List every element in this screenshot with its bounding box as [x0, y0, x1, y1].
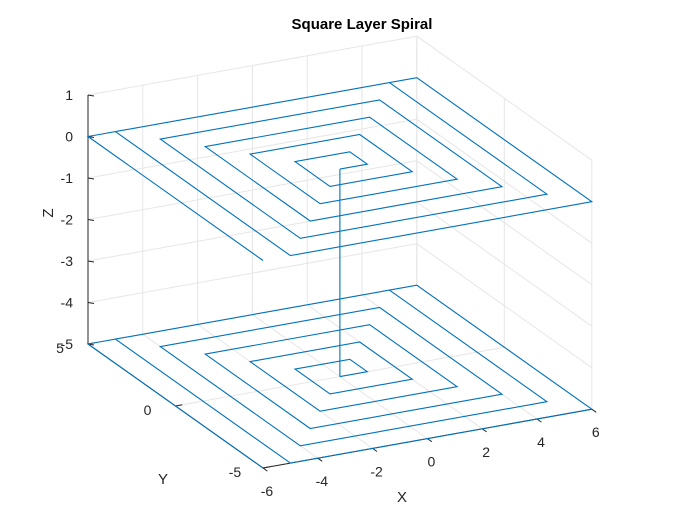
x-tick — [372, 447, 378, 452]
x-tick — [536, 418, 542, 423]
grid-line-back-z — [87, 35, 417, 96]
z-tick-label: 0 — [65, 129, 73, 145]
x-tick — [427, 438, 433, 443]
plot-area — [86, 77, 594, 469]
x-tick-label: 6 — [592, 424, 600, 440]
x-tick — [317, 457, 323, 462]
y-tick-label: 0 — [144, 402, 152, 418]
x-tick-label: -2 — [370, 463, 383, 479]
z-tick-label: 1 — [65, 87, 73, 103]
y-tick — [262, 466, 270, 469]
z-axis-label: Z — [40, 208, 57, 217]
z-tick — [87, 94, 95, 97]
z-tick — [87, 260, 95, 263]
chart-title: Square Layer Spiral — [292, 16, 433, 33]
z-tick-label: -2 — [61, 212, 74, 228]
z-tick — [87, 177, 95, 180]
x-tick-label: 4 — [537, 434, 545, 450]
y-tick-label: 5 — [56, 340, 64, 356]
grid-line-side-z — [416, 35, 593, 161]
grid-line-back-z — [87, 118, 417, 179]
z-tick-label: -5 — [61, 336, 74, 352]
y-tick-label: -5 — [229, 464, 242, 480]
z-tick-label: -1 — [61, 170, 74, 186]
z-tick — [87, 219, 95, 221]
z-tick — [87, 302, 95, 304]
spiral-layer-top — [86, 77, 594, 261]
grid-line-back-z — [87, 160, 417, 220]
x-tick-label: 2 — [482, 444, 490, 460]
y-tick — [175, 404, 183, 407]
grid-line-side-z — [416, 118, 593, 244]
z-tick-label: -4 — [61, 295, 74, 311]
x-tick — [262, 467, 268, 472]
x-tick — [481, 428, 487, 433]
x-tick — [591, 408, 597, 413]
x-tick-label: -4 — [316, 473, 329, 489]
x-tick-label: -6 — [261, 483, 274, 499]
spiral-layer-bottom — [86, 284, 594, 469]
y-axis-label: Y — [158, 471, 168, 488]
x-tick-label: 0 — [428, 454, 436, 470]
grid-line-side-z — [416, 201, 593, 327]
grid-line-side-z — [416, 243, 593, 369]
grid-line-back-z — [87, 243, 417, 303]
x-axis-label: X — [397, 489, 407, 506]
z-tick-label: -3 — [61, 253, 74, 269]
